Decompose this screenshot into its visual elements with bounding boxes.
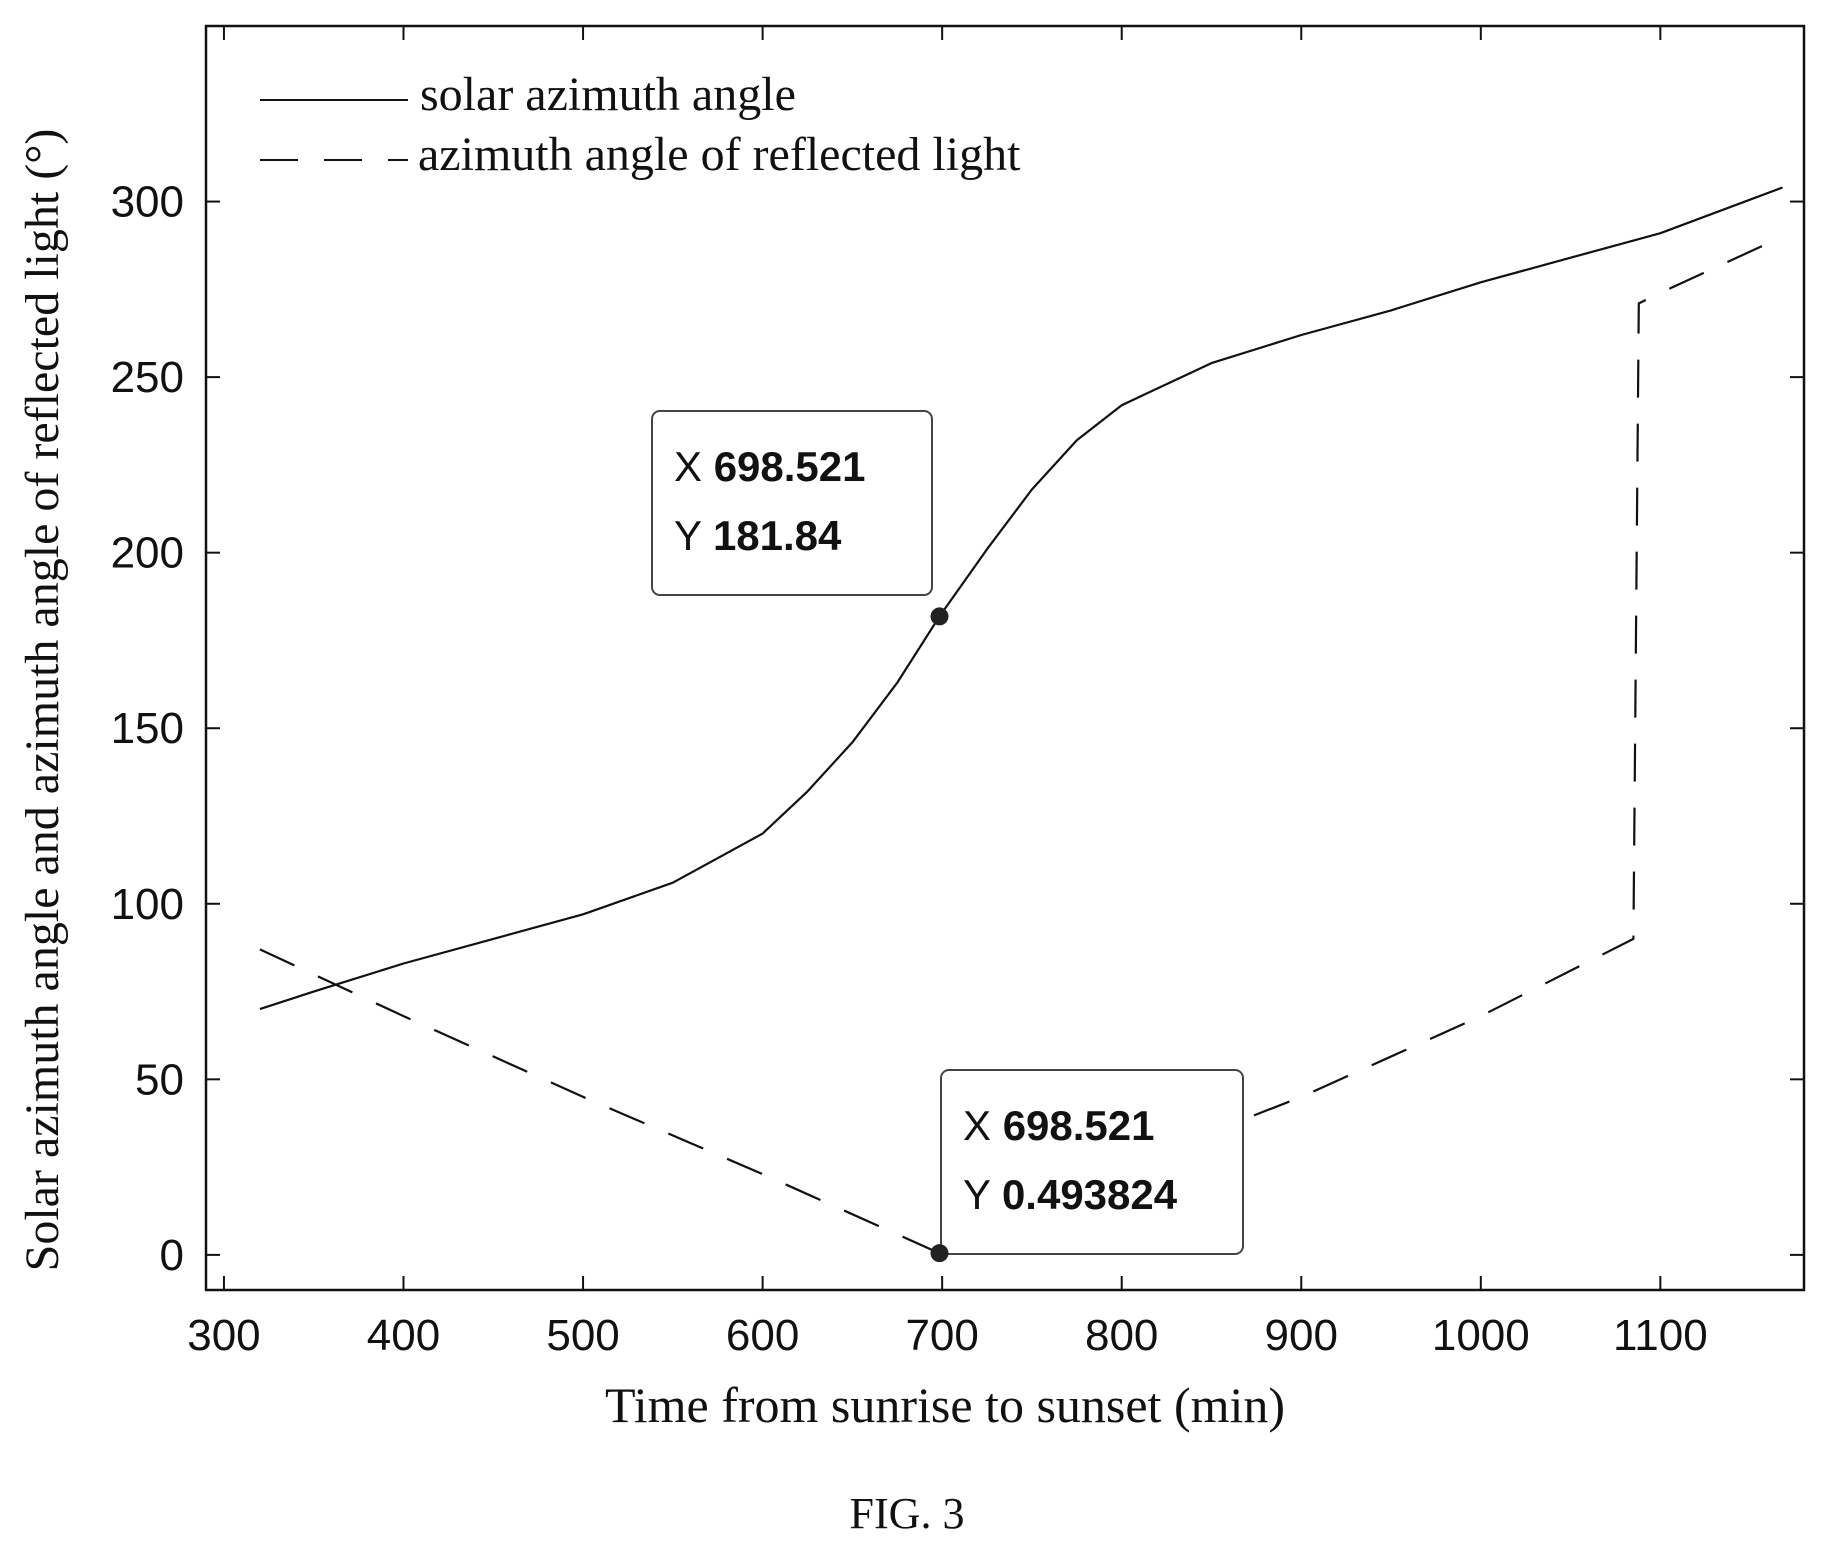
x-tick-label: 1000 xyxy=(1432,1311,1530,1360)
y-tick-label: 250 xyxy=(111,353,184,402)
y-tick-label: 150 xyxy=(111,704,184,753)
datatip-box xyxy=(940,1069,1244,1255)
y-tick-label: 100 xyxy=(111,880,184,929)
datatip-x-text: X 698.521 xyxy=(963,1102,1155,1149)
datatip-y-text: Y 181.84 xyxy=(674,512,842,559)
x-tick-label: 1100 xyxy=(1613,1311,1708,1360)
x-tick-label: 300 xyxy=(187,1311,260,1360)
x-tick-label: 800 xyxy=(1085,1311,1158,1360)
datatip-x-text: X 698.521 xyxy=(674,443,866,490)
y-tick-label: 200 xyxy=(111,529,184,578)
y-tick-label: 0 xyxy=(160,1231,184,1280)
datatip-marker xyxy=(930,607,949,626)
datatip-marker xyxy=(930,1244,949,1263)
datatip: X 698.521 Y 181.84 xyxy=(651,410,949,626)
datatips: X 698.521 Y 181.84 X 698.521 Y 0.493824 xyxy=(651,410,1244,1263)
x-tick-label: 900 xyxy=(1265,1311,1338,1360)
plot-area xyxy=(204,24,1806,1292)
y-axis: 0 50 100 150 200 250 300 xyxy=(111,178,1804,1280)
y-axis-label: Solar azimuth angle and azimuth angle of… xyxy=(16,129,69,1272)
series-line-solar xyxy=(259,186,1783,1011)
x-tick-label: 600 xyxy=(726,1311,799,1360)
x-tick-label: 700 xyxy=(905,1311,978,1360)
datatip: X 698.521 Y 0.493824 xyxy=(930,1069,1244,1263)
x-axis-label: Time from sunrise to sunset (min) xyxy=(605,1377,1285,1433)
legend: solar azimuth angle azimuth angle of ref… xyxy=(260,68,1021,181)
datatip-y-text: Y 0.493824 xyxy=(963,1171,1178,1218)
y-tick-label: 300 xyxy=(111,178,184,227)
legend-label-solar: solar azimuth angle xyxy=(420,68,796,121)
x-axis: 300 400 500 600 700 800 900 1000 1100 xyxy=(187,26,1708,1360)
legend-label-reflected: azimuth angle of reflected light xyxy=(418,128,1021,181)
figure-caption: FIG. 3 xyxy=(850,1489,965,1538)
plot-frame xyxy=(204,24,1806,1292)
x-tick-label: 400 xyxy=(367,1311,440,1360)
x-tick-label: 500 xyxy=(546,1311,619,1360)
datatip-box xyxy=(651,410,933,596)
y-tick-label: 50 xyxy=(135,1055,184,1104)
